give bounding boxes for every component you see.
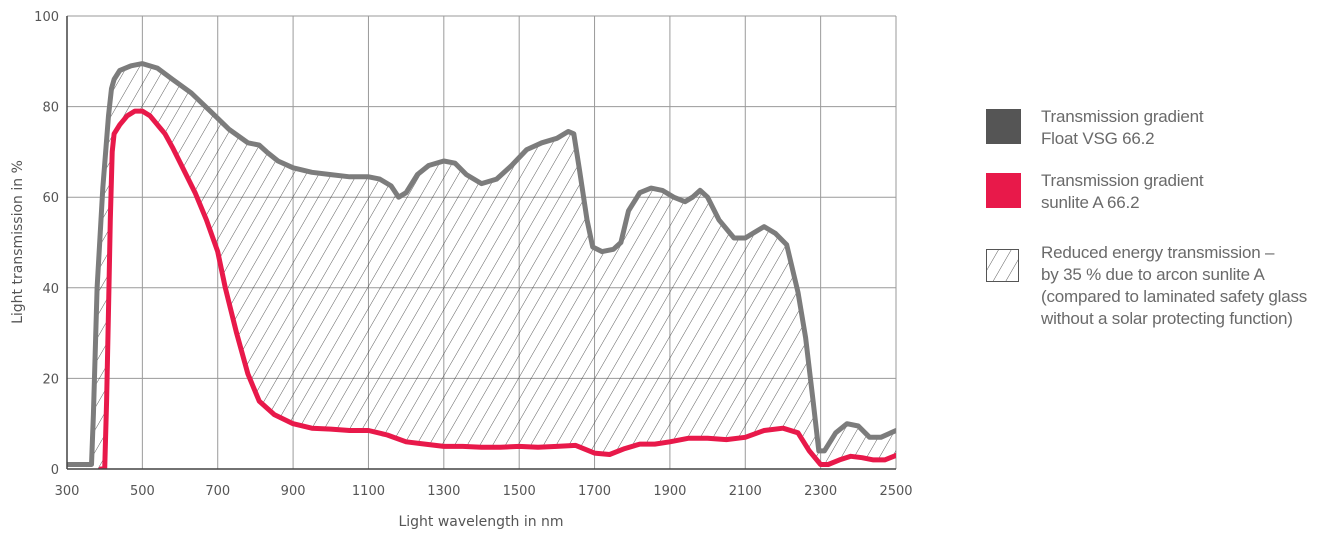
x-tick-label-9: 2100: [729, 484, 762, 499]
x-tick-label-10: 2300: [804, 484, 837, 499]
reduced-transmission-area: [67, 63, 896, 469]
y-tick-label-4: 80: [42, 101, 59, 116]
legend-item-float-vsg: Transmission gradient Float VSG 66.2: [986, 106, 1326, 150]
x-tick-labels: 300 500 700 900 1100 1300 1500 1700 1900 2100 2300…: [55, 484, 913, 499]
x-axis-label: Light wavelength in nm: [398, 514, 563, 530]
series-line-sunlite-a: [98, 108, 896, 469]
hatch-swatch-icon: [986, 249, 1019, 282]
x-tick-label-2: 700: [205, 484, 230, 499]
legend-swatch-red: [986, 173, 1021, 208]
y-tick-label-2: 40: [42, 282, 59, 297]
y-axis-label: Light transmission in %: [10, 160, 26, 324]
x-tick-label-1: 500: [130, 484, 155, 499]
series-line-float-vsg: [67, 61, 896, 467]
x-tick-label-0: 300: [55, 484, 80, 499]
legend-label-reduced-energy: Reduced energy transmission – by 35 % du…: [1041, 243, 1308, 328]
x-tick-label-5: 1300: [427, 484, 460, 499]
x-tick-label-8: 1900: [653, 484, 686, 499]
legend-item-sunlite-a: Transmission gradient sunlite A 66.2: [986, 170, 1326, 214]
x-tick-label-7: 1700: [578, 484, 611, 499]
legend-item-reduced-energy: Reduced energy transmission – by 35 % du…: [986, 242, 1326, 330]
legend-label-sunlite-a: Transmission gradient sunlite A 66.2: [1041, 171, 1204, 212]
legend-swatch-gray: [986, 109, 1021, 144]
x-tick-label-3: 900: [281, 484, 306, 499]
y-tick-label-3: 60: [42, 191, 59, 206]
y-tick-label-0: 0: [51, 463, 59, 478]
legend-label-float-vsg: Transmission gradient Float VSG 66.2: [1041, 107, 1204, 148]
x-tick-label-4: 1100: [352, 484, 385, 499]
axes: [66, 16, 896, 470]
x-tick-label-11: 2500: [879, 484, 912, 499]
x-tick-label-6: 1500: [503, 484, 536, 499]
legend: Transmission gradient Float VSG 66.2 Tra…: [986, 106, 1326, 350]
y-tick-label-5: 100: [34, 10, 59, 25]
y-tick-labels: 0 20 40 60 80 100: [34, 10, 59, 478]
y-tick-label-1: 20: [42, 372, 59, 387]
